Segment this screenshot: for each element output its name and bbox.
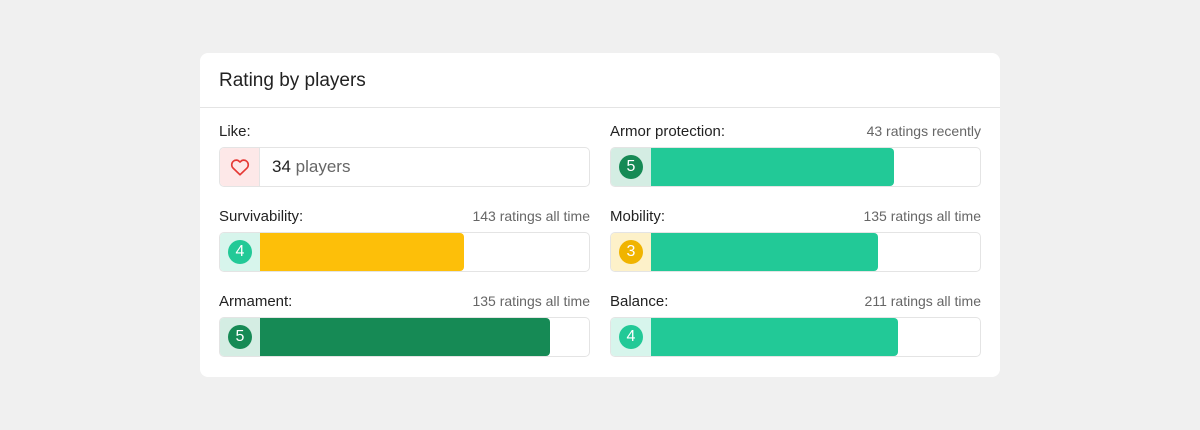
rating-mobility: Mobility: 135 ratings all time 3 [610,208,981,272]
rating-armor-protection: Armor protection: 43 ratings recently 5 [610,123,981,187]
like-count: 34 [272,157,291,176]
score-badge-area: 4 [220,233,260,271]
card-title: Rating by players [219,70,366,91]
score-badge-area: 3 [611,233,651,271]
rating-balance: Balance: 211 ratings all time 4 [610,293,981,357]
rating-label: Armament: [219,293,293,310]
card-header: Rating by players [200,53,1000,108]
rating-count: 43 ratings recently [866,123,981,139]
rating-survivability: Survivability: 143 ratings all time 4 [219,208,590,272]
rating-count: 143 ratings all time [472,208,590,224]
score-badge: 4 [619,325,643,349]
rating-label: Armor protection: [610,123,726,140]
rating-bar[interactable]: 4 [610,317,981,357]
rating-fill [651,318,898,356]
rating-count: 211 ratings all time [864,293,981,309]
rating-fill [651,233,878,271]
rating-card: Rating by players Like: 34 players [200,53,1000,377]
score-badge: 4 [228,240,252,264]
rating-bar[interactable]: 5 [219,317,590,357]
like-count-text: 34 players [272,148,350,186]
rating-label: Balance: [610,293,669,310]
rating-bar[interactable]: 4 [219,232,590,272]
score-badge: 3 [619,240,643,264]
rating-bar[interactable]: 3 [610,232,981,272]
rating-count: 135 ratings all time [863,208,981,224]
rating-fill [651,148,894,186]
rating-count: 135 ratings all time [472,293,590,309]
rating-label: Mobility: [610,208,666,225]
score-badge: 5 [228,325,252,349]
like-unit: players [295,157,351,176]
rating-fill [260,233,464,271]
like-label: Like: [219,123,251,140]
score-badge: 5 [619,155,643,179]
score-badge-area: 4 [611,318,651,356]
score-badge-area: 5 [611,148,651,186]
rating-armament: Armament: 135 ratings all time 5 [219,293,590,357]
like-cell: Like: 34 players [219,123,590,187]
rating-fill [260,318,550,356]
rating-label: Survivability: [219,208,304,225]
like-box[interactable]: 34 players [219,147,590,187]
rating-bar[interactable]: 5 [610,147,981,187]
heart-icon[interactable] [220,148,260,186]
score-badge-area: 5 [220,318,260,356]
